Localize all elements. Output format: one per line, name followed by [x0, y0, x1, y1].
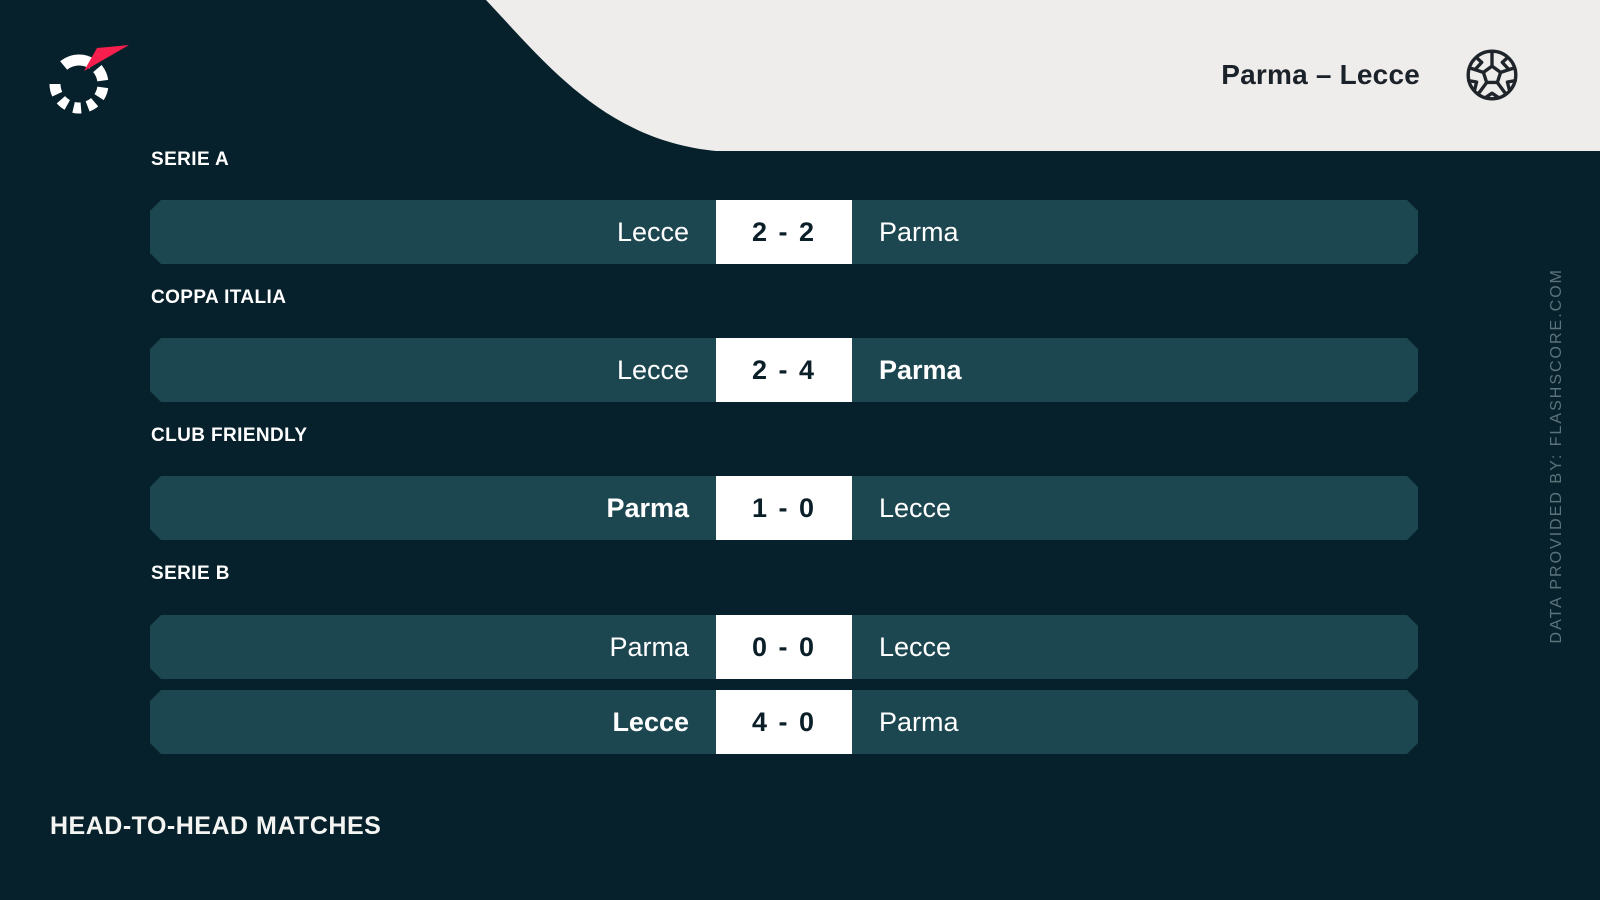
match-row: Lecce 4 - 0 Parma [150, 690, 1418, 754]
section-label-coppa-italia: COPPA ITALIA [151, 287, 287, 308]
flashscore-logo-icon [49, 45, 129, 114]
soccer-ball-icon [1466, 49, 1518, 101]
match-row: Lecce 2 - 2 Parma [150, 200, 1418, 264]
matches-list: SERIE A Lecce 2 - 2 Parma COPPA ITALIA L… [150, 0, 1418, 900]
away-team-name: Parma [879, 216, 959, 247]
match-row: Parma 0 - 0 Lecce [150, 615, 1418, 679]
score-box: 2 - 4 [716, 338, 852, 402]
home-team-name: Parma [609, 631, 689, 662]
away-team-name: Parma [879, 706, 959, 737]
home-team-name: Parma [606, 492, 689, 523]
head-to-head-heading: HEAD-TO-HEAD MATCHES [50, 812, 382, 840]
home-team-name: Lecce [616, 216, 689, 247]
score-box: 4 - 0 [716, 690, 852, 754]
home-team-name: Lecce [612, 706, 689, 737]
score-box: 2 - 2 [716, 200, 852, 264]
score-box: 0 - 0 [716, 615, 852, 679]
away-team-name: Lecce [879, 492, 952, 523]
away-team-name: Lecce [879, 631, 952, 662]
away-team-name: Parma [879, 354, 962, 385]
flashscore-logo [46, 40, 132, 121]
header: Parma – Lecce [1221, 0, 1520, 150]
data-provider-watermark: DATA PROVIDED BY: FLASHSCORE.COM [1548, 268, 1565, 644]
score-box: 1 - 0 [716, 476, 852, 540]
section-label-serie-a: SERIE A [151, 149, 230, 170]
section-label-serie-b: SERIE B [151, 563, 230, 584]
section-label-club-friendly: CLUB FRIENDLY [151, 425, 308, 446]
match-row: Parma 1 - 0 Lecce [150, 476, 1418, 540]
header-curved-background [486, 0, 1600, 151]
page-title: Parma – Lecce [1221, 59, 1420, 90]
home-team-name: Lecce [616, 354, 689, 385]
match-row: Lecce 2 - 4 Parma [150, 338, 1418, 402]
